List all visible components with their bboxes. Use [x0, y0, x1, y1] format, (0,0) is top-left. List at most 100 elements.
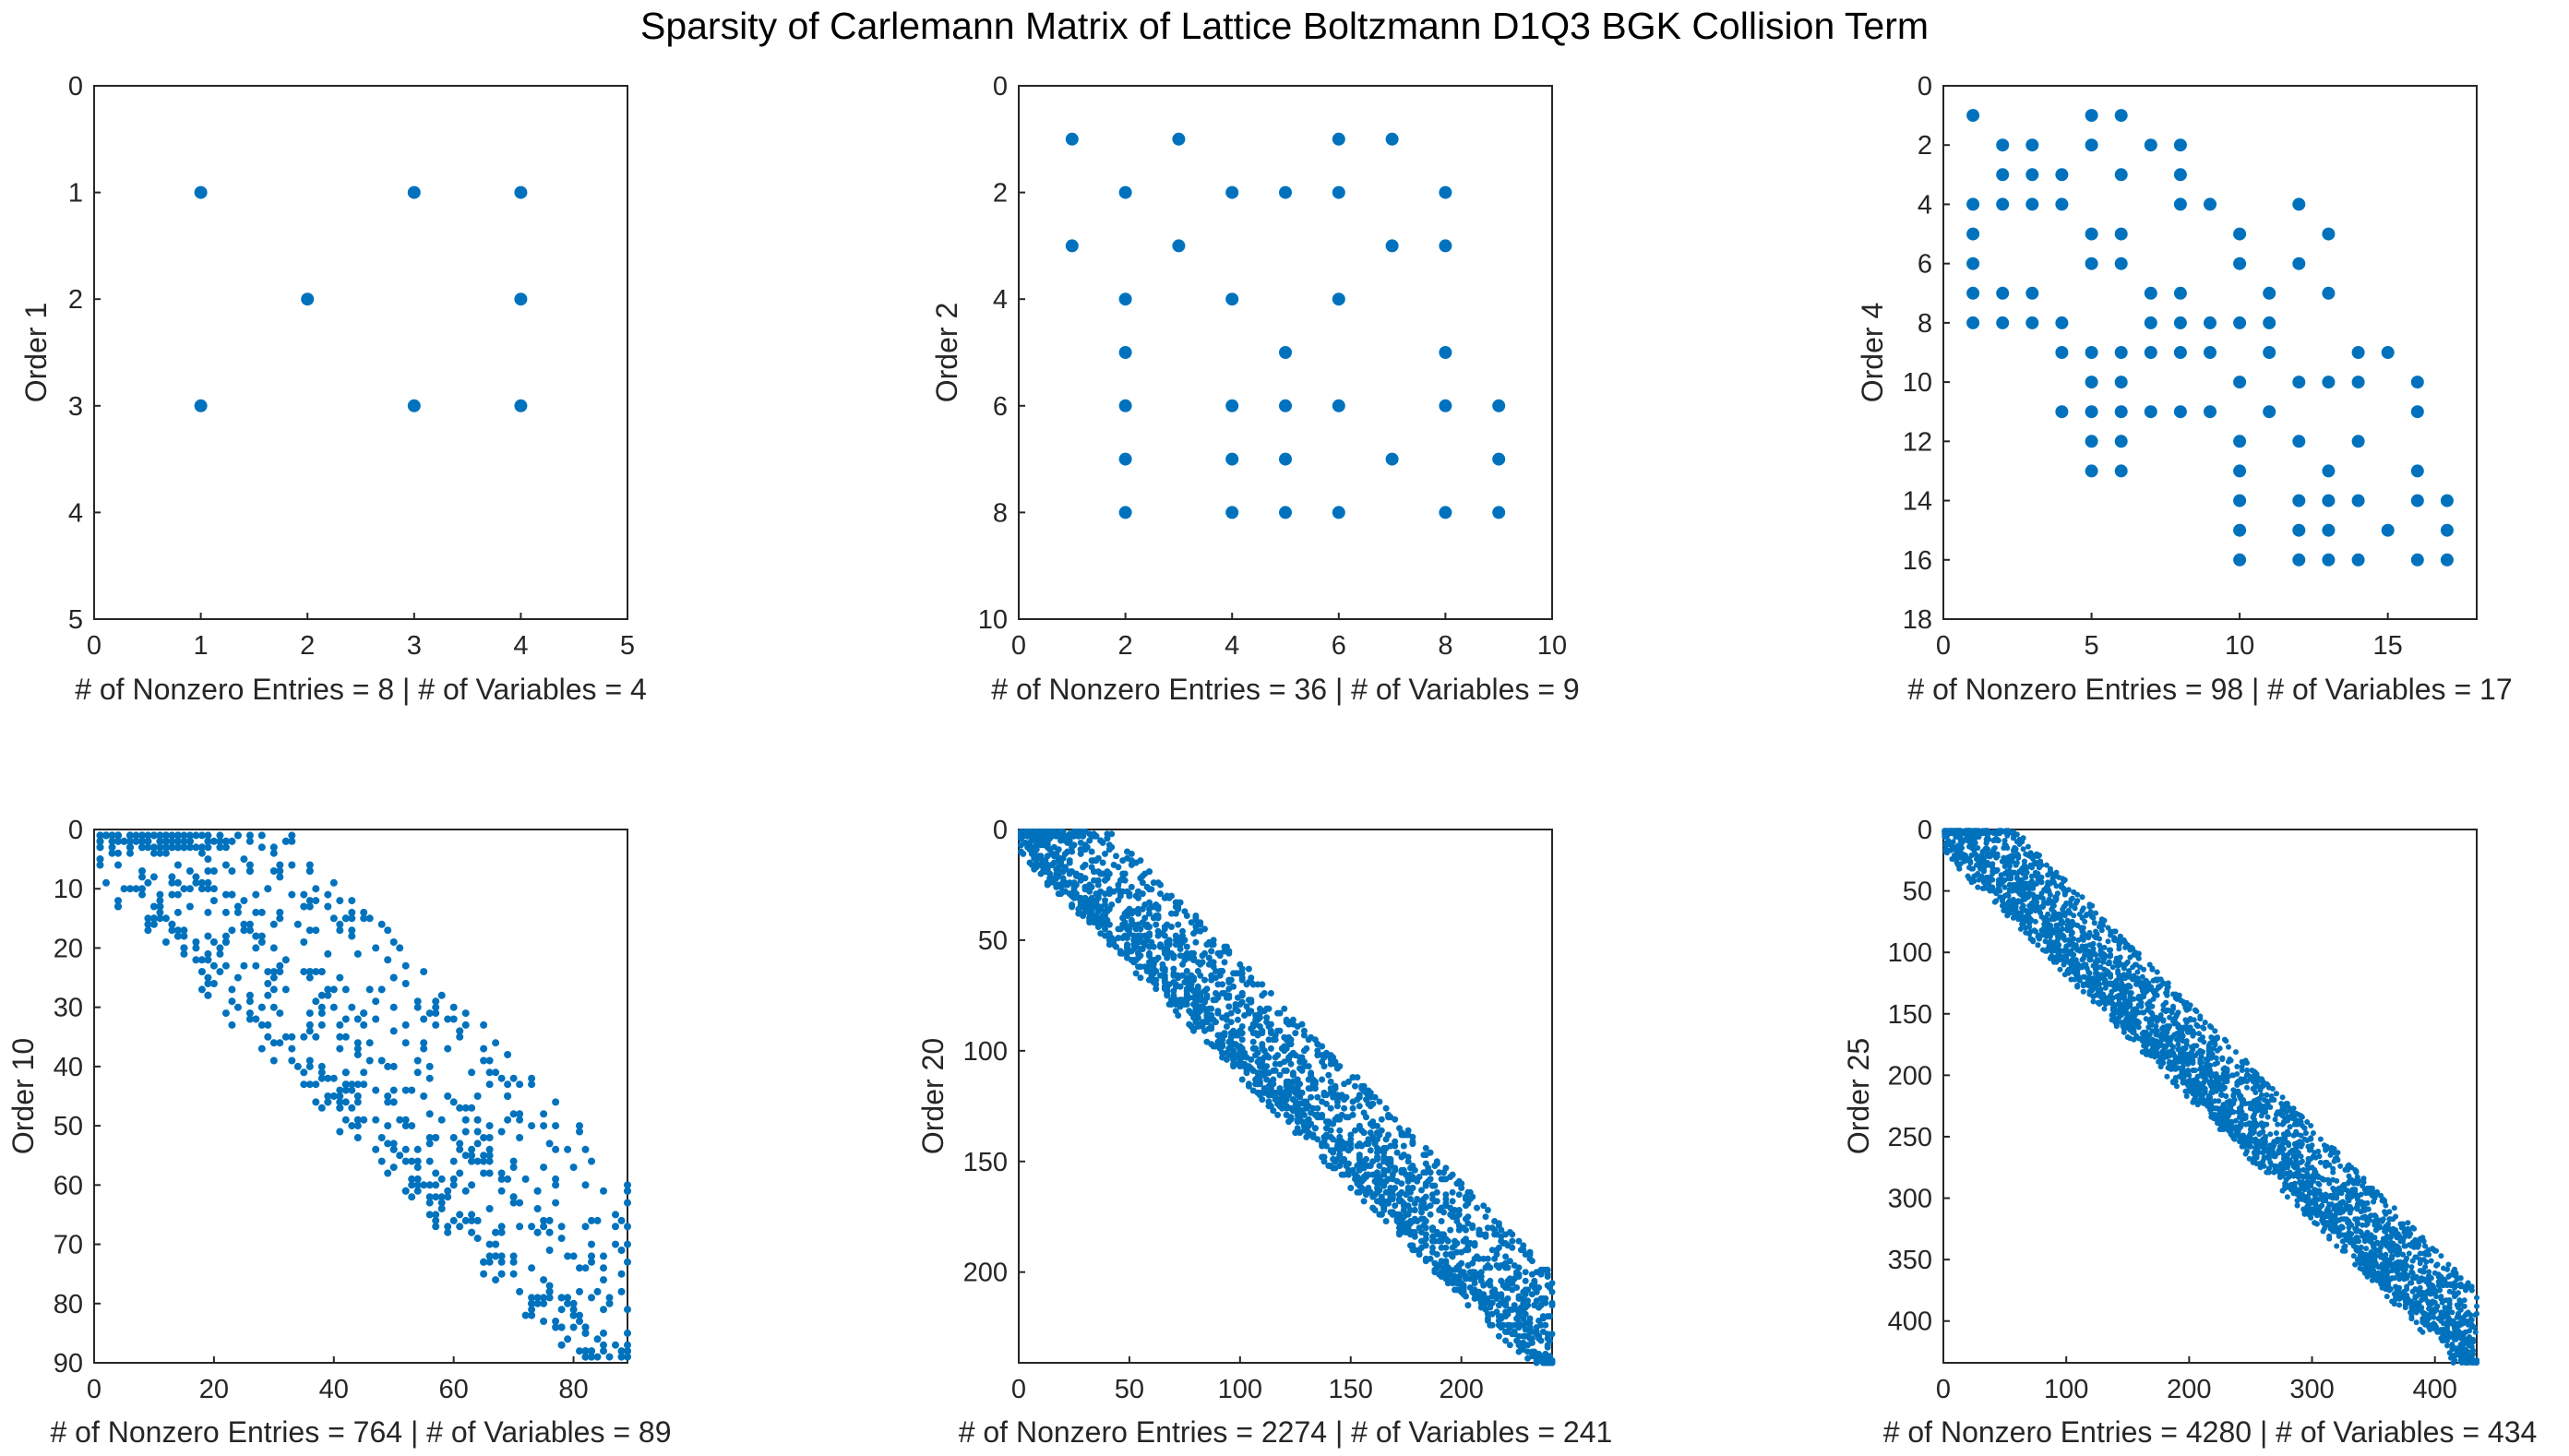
nonzero-point [456, 1027, 464, 1035]
y-tick-label: 50 [1903, 877, 1932, 907]
nonzero-point [156, 849, 164, 857]
nonzero-point [168, 890, 176, 899]
nonzero-point [485, 1068, 494, 1077]
nonzero-point [276, 867, 284, 875]
nonzero-point [377, 920, 386, 928]
nonzero-point [1320, 1153, 1328, 1161]
nonzero-point [2101, 1006, 2108, 1012]
nonzero-point [552, 1145, 560, 1153]
nonzero-point [624, 1306, 631, 1314]
nonzero-point [216, 837, 224, 845]
nonzero-point [420, 968, 428, 976]
nonzero-point [492, 1240, 500, 1248]
nonzero-point [1294, 1023, 1301, 1030]
nonzero-point [1070, 832, 1078, 840]
y-tick-label: 2 [1918, 131, 1932, 161]
nonzero-point [300, 1032, 308, 1041]
x-axis-label: # of Nonzero Entries = 2274 | # of Varia… [959, 1415, 1613, 1449]
nonzero-point [1332, 506, 1345, 519]
nonzero-point [1249, 1020, 1257, 1028]
nonzero-point [2114, 405, 2128, 419]
nonzero-point [1416, 1251, 1423, 1258]
nonzero-point [348, 1104, 356, 1112]
nonzero-point [437, 1175, 446, 1183]
nonzero-point [1429, 1182, 1436, 1189]
nonzero-point [114, 861, 122, 869]
nonzero-point [1225, 185, 1239, 199]
nonzero-point [588, 1347, 595, 1355]
y-tick-label: 0 [993, 816, 1008, 845]
nonzero-point [468, 1228, 476, 1236]
nonzero-point [1118, 292, 1132, 306]
x-tick-label: 6 [1332, 631, 1346, 661]
nonzero-point [497, 1258, 506, 1266]
nonzero-point [96, 861, 104, 869]
nonzero-point [2381, 346, 2395, 359]
nonzero-point [305, 902, 314, 911]
nonzero-point [588, 1258, 595, 1266]
nonzero-point [1190, 976, 1197, 984]
nonzero-point [437, 1193, 446, 1201]
nonzero-point [2025, 197, 2039, 211]
nonzero-point [1380, 1204, 1388, 1211]
nonzero-point [1267, 990, 1274, 997]
nonzero-point [1121, 870, 1129, 877]
nonzero-point [1382, 1177, 1390, 1185]
y-tick-label: 0 [68, 816, 83, 845]
nonzero-point [516, 1134, 524, 1141]
nonzero-point [180, 932, 188, 940]
nonzero-point [180, 949, 188, 958]
nonzero-point [1044, 879, 1051, 887]
nonzero-point [336, 1128, 344, 1136]
nonzero-point [168, 920, 176, 928]
nonzero-point [468, 1068, 476, 1077]
nonzero-point [317, 1020, 326, 1029]
nonzero-point [1509, 1237, 1516, 1245]
nonzero-point [149, 902, 158, 911]
nonzero-point [401, 1086, 410, 1094]
nonzero-point [2114, 168, 2128, 182]
nonzero-point [528, 1306, 536, 1314]
nonzero-point [1192, 938, 1200, 946]
nonzero-point [468, 1145, 476, 1153]
nonzero-point [1347, 1131, 1355, 1139]
nonzero-point [1513, 1284, 1521, 1291]
nonzero-point [204, 932, 212, 940]
nonzero-point [257, 1044, 266, 1053]
nonzero-point [1492, 506, 1506, 519]
nonzero-point [144, 843, 152, 852]
nonzero-point [269, 849, 278, 857]
nonzero-point [2410, 376, 2424, 389]
nonzero-point [1520, 1346, 1527, 1354]
nonzero-point [132, 831, 140, 840]
nonzero-point [1369, 1204, 1377, 1211]
nonzero-point [1363, 1174, 1369, 1180]
y-tick-label: 150 [963, 1148, 1008, 1177]
nonzero-point [1449, 1171, 1456, 1178]
nonzero-point [1344, 1166, 1352, 1174]
nonzero-point [1199, 1003, 1206, 1010]
nonzero-point [360, 1080, 368, 1089]
nonzero-point [1146, 910, 1153, 917]
nonzero-point [180, 944, 188, 952]
nonzero-point [305, 1056, 314, 1065]
nonzero-point [264, 1032, 272, 1041]
nonzero-point [1091, 830, 1097, 838]
nonzero-point [353, 949, 362, 958]
nonzero-point [1449, 1188, 1456, 1196]
nonzero-point [1157, 890, 1164, 898]
nonzero-point [384, 1092, 392, 1100]
nonzero-point [1332, 292, 1345, 306]
nonzero-point [264, 1020, 272, 1029]
x-tick-label: 4 [513, 631, 528, 661]
nonzero-point [1267, 1044, 1274, 1052]
nonzero-point [336, 1086, 344, 1094]
nonzero-point [1327, 1104, 1334, 1112]
nonzero-point [1438, 1233, 1445, 1240]
nonzero-point [173, 908, 182, 916]
nonzero-point [2233, 257, 2247, 270]
nonzero-point [197, 831, 206, 840]
nonzero-point [1102, 890, 1108, 898]
nonzero-point [2233, 227, 2247, 241]
nonzero-point [372, 1086, 380, 1094]
